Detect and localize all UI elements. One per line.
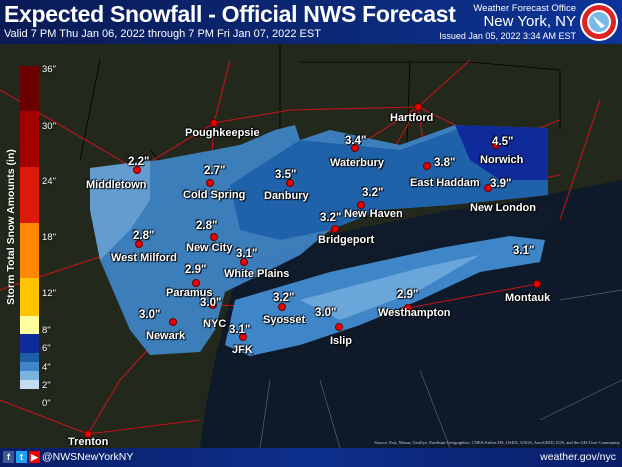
footer-banner: f t ▶ @NWSNewYorkNY weather.gov/nyc xyxy=(0,448,622,467)
city-dot xyxy=(133,166,141,174)
city-label: Newark xyxy=(146,330,186,342)
city-dot xyxy=(335,323,343,331)
snow-amount-label: 2.9" xyxy=(397,289,419,301)
city-label: Trenton xyxy=(68,436,109,448)
snow-amount-label: 3.1" xyxy=(236,248,258,260)
legend-tick: 24" xyxy=(42,176,56,187)
snow-amount-label: 2.2" xyxy=(128,156,150,168)
twitter-icon[interactable]: t xyxy=(16,451,27,463)
website-link[interactable]: weather.gov/nyc xyxy=(540,451,616,463)
legend-tick: 8" xyxy=(42,325,51,336)
city-label: Montauk xyxy=(505,292,551,304)
city-dot xyxy=(357,201,365,209)
city-dot xyxy=(533,280,541,288)
snow-amount-label: 3.9" xyxy=(490,178,512,190)
facebook-icon[interactable]: f xyxy=(3,451,14,463)
city-label: Middletown xyxy=(86,179,147,191)
city-label: Islip xyxy=(330,335,353,347)
city-label: Paramus xyxy=(166,287,213,299)
city-dot xyxy=(84,430,92,438)
city-label: New London xyxy=(470,202,536,214)
city-dot xyxy=(169,318,177,326)
city-label: Norwich xyxy=(480,154,524,166)
city-label: East Haddam xyxy=(410,177,480,189)
city-label: Syosset xyxy=(263,314,306,326)
city-dot xyxy=(192,279,200,287)
legend-tick: 12" xyxy=(42,288,56,299)
city-dot xyxy=(210,233,218,241)
city-dot xyxy=(135,240,143,248)
city-dot xyxy=(351,144,359,152)
snow-amount-label: 3.4" xyxy=(345,135,367,147)
snowfall-map xyxy=(0,44,622,448)
valid-period: Valid 7 PM Thu Jan 06, 2022 through 7 PM… xyxy=(4,28,321,40)
city-label: Waterbury xyxy=(330,157,384,169)
city-dot xyxy=(239,333,247,341)
city-label: Bridgeport xyxy=(318,234,375,246)
city-dot xyxy=(286,179,294,187)
city-dot xyxy=(423,162,431,170)
city-label: New City xyxy=(186,242,233,254)
legend-title: Storm Total Snow Amounts (in) xyxy=(5,149,17,305)
city-label: Westhampton xyxy=(378,307,451,319)
snow-amount-label: 2.9" xyxy=(185,264,207,276)
city-label: Poughkeepsie xyxy=(185,127,260,139)
snow-amount-label: 3.2" xyxy=(362,187,384,199)
city-dot xyxy=(414,103,422,111)
city-dot xyxy=(210,119,218,127)
legend-tick: 2" xyxy=(42,380,51,391)
legend-tick: 0" xyxy=(42,398,51,409)
snow-area-4-6in xyxy=(455,125,548,180)
office-label: Weather Forecast Office xyxy=(473,3,576,14)
youtube-icon[interactable]: ▶ xyxy=(29,451,40,463)
marine-zones xyxy=(259,289,622,448)
map-source: Source: Esri, Maxar, GeoEye, Earthstar G… xyxy=(374,440,620,445)
city-dot xyxy=(240,258,248,266)
snow-amount-label: 3.0" xyxy=(200,297,222,309)
city-label: NYC xyxy=(203,318,227,330)
city-label: New Haven xyxy=(344,208,403,220)
snow-amount-label: 3.1" xyxy=(513,245,535,257)
snow-amount-label: 2.8" xyxy=(133,230,155,242)
snow-amount-label: 3.8" xyxy=(434,157,456,169)
legend-tick: 4" xyxy=(42,362,51,373)
city-label: Cold Spring xyxy=(183,189,246,201)
page-title: Expected Snowfall - Official NWS Forecas… xyxy=(4,1,456,27)
legend-tick: 30" xyxy=(42,121,56,132)
color-bar xyxy=(20,66,39,407)
snow-amount-label: 3.2" xyxy=(273,292,295,304)
city-dot xyxy=(484,184,492,192)
city-label: White Plains xyxy=(224,268,290,280)
city-label: JFK xyxy=(232,344,253,356)
office-name: New York, NY xyxy=(483,13,576,30)
social-handle[interactable]: @NWSNewYorkNY xyxy=(42,451,134,463)
city-dot xyxy=(209,301,217,309)
snow-amount-label: 3.1" xyxy=(229,324,251,336)
snow-amount-label: 3.0" xyxy=(139,309,161,321)
snow-amount-label: 3.0" xyxy=(315,307,337,319)
legend-tick: 36" xyxy=(42,64,56,75)
issued-time: Issued Jan 05, 2022 3:34 AM EST xyxy=(439,31,576,41)
city-dot xyxy=(206,179,214,187)
snow-amount-label: 2.7" xyxy=(204,165,226,177)
city-dot xyxy=(404,304,412,312)
snow-area-1-2in xyxy=(90,160,150,260)
city-label: West Milford xyxy=(111,252,177,264)
snow-amount-label: 3.5" xyxy=(275,169,297,181)
legend-tick: 18" xyxy=(42,232,56,243)
city-label: Danbury xyxy=(264,190,309,202)
snow-amount-label: 2.8" xyxy=(196,220,218,232)
city-dot xyxy=(492,141,500,149)
city-dot xyxy=(331,225,339,233)
legend-tick: 6" xyxy=(42,343,51,354)
city-dot xyxy=(278,303,286,311)
nws-logo-icon xyxy=(580,3,618,41)
snow-area-3-4in xyxy=(230,130,548,240)
city-label: Hartford xyxy=(390,112,434,124)
header-banner: Expected Snowfall - Official NWS Forecas… xyxy=(0,0,622,44)
snow-amount-label: 3.2" xyxy=(320,212,342,224)
snow-amount-label: 4.5" xyxy=(492,136,514,148)
